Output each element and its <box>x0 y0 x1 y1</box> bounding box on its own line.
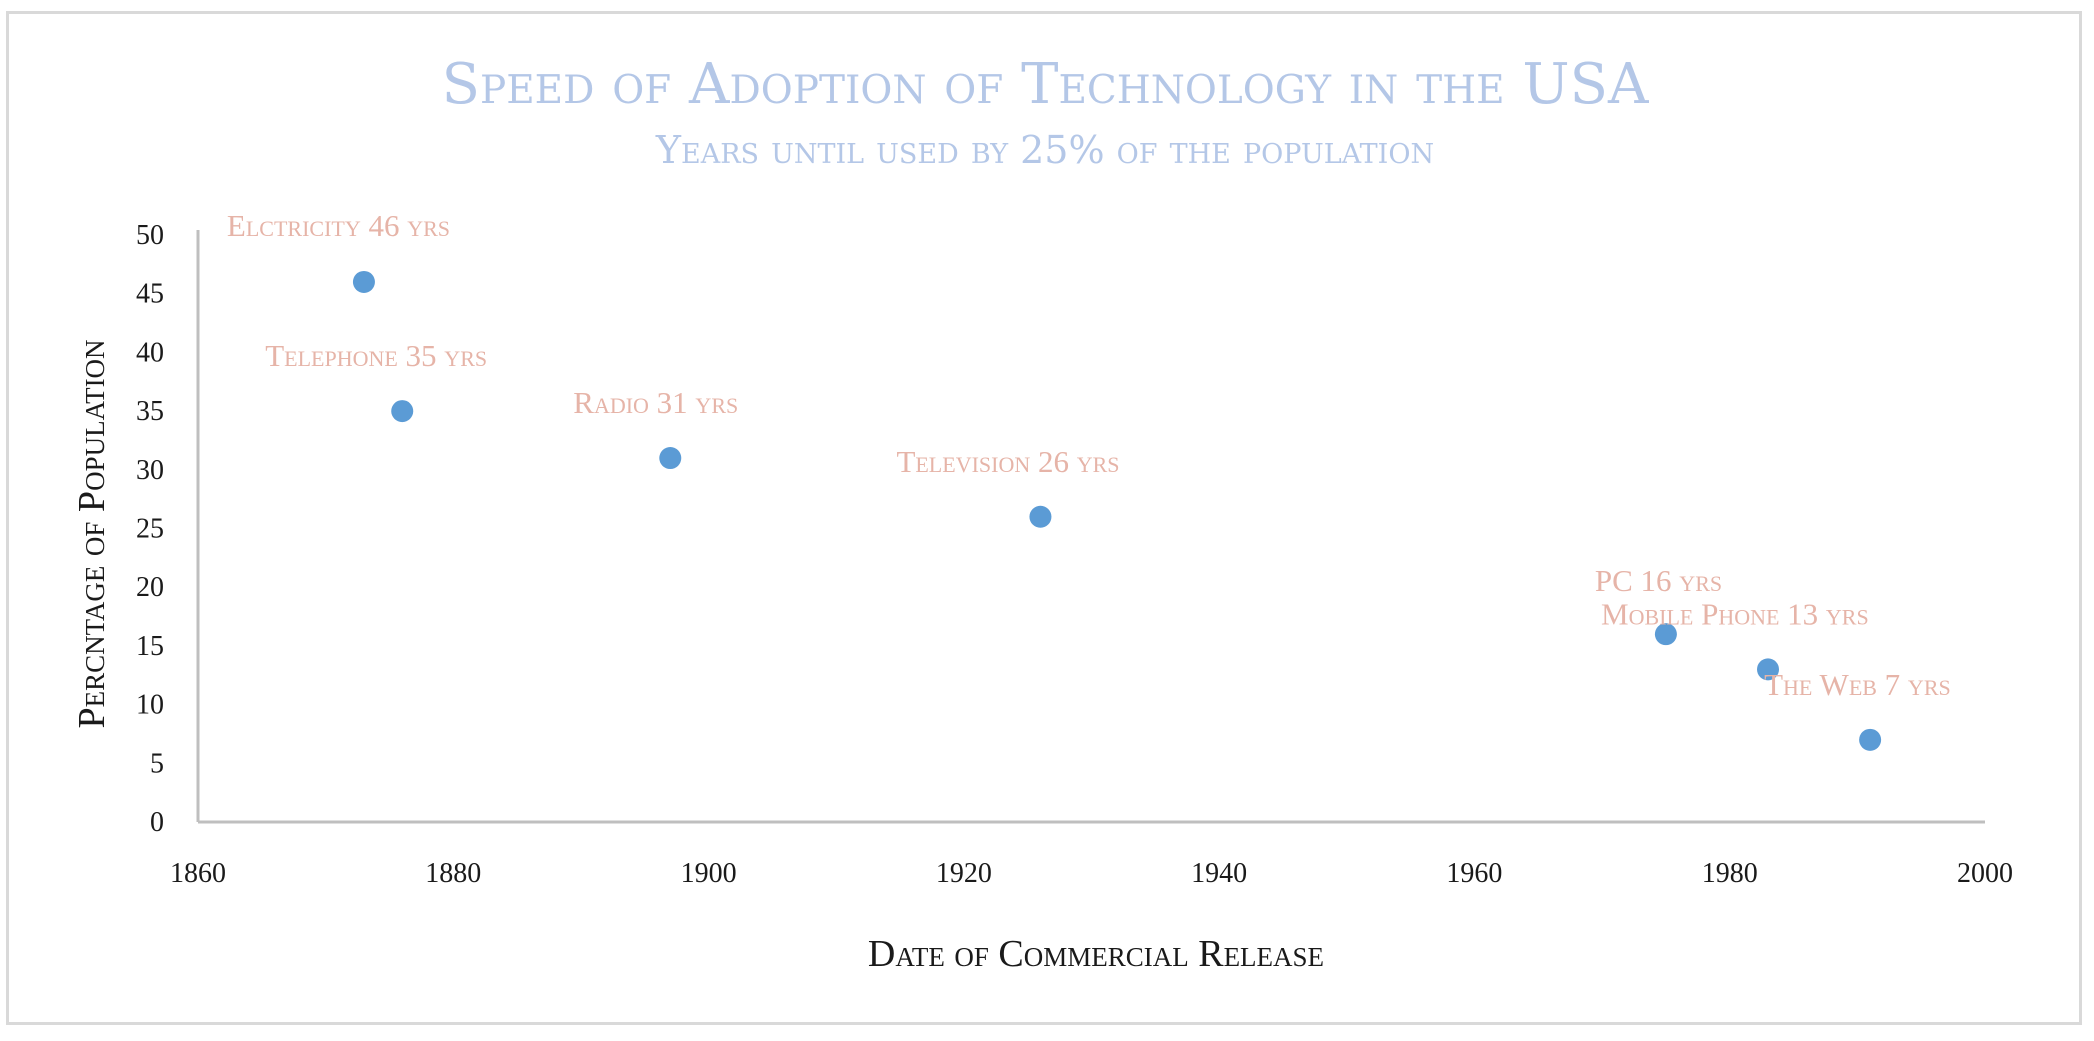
plot-area: 1860 1880 1900 1920 1940 1960 1980 2000 0 5 10 15 2… <box>136 208 2013 889</box>
data-label: Television 26 yrs <box>896 444 1119 479</box>
y-axis-title: Percntage of Population <box>71 339 113 728</box>
y-tick-label: 30 <box>136 455 164 486</box>
x-axis-title: Date of Commercial Release <box>868 933 1324 975</box>
x-tick-label: 1940 <box>1191 858 1247 889</box>
y-tick-label: 35 <box>136 396 164 427</box>
chart-title: Speed of Adoption of Technology in the U… <box>442 52 1649 117</box>
x-tick-label: 1860 <box>170 858 226 889</box>
data-point <box>1654 623 1677 646</box>
y-tick-label: 0 <box>150 807 164 838</box>
x-tick-label: 2000 <box>1957 858 2013 889</box>
y-tick-label: 10 <box>136 690 164 721</box>
y-tick-label: 15 <box>136 631 164 662</box>
x-tick-label: 1900 <box>681 858 737 889</box>
y-axis-ticks: 0 5 10 15 20 25 30 35 40 45 50 <box>136 220 164 838</box>
y-tick-label: 50 <box>136 220 164 251</box>
data-point <box>1757 658 1780 681</box>
x-tick-label: 1960 <box>1446 858 1502 889</box>
y-tick-label: 25 <box>136 514 164 545</box>
y-tick-label: 40 <box>136 337 164 368</box>
data-point <box>1859 728 1882 751</box>
data-label: The Web 7 yrs <box>1764 667 1951 702</box>
data-point <box>1029 505 1052 528</box>
x-tick-label: 1980 <box>1702 858 1758 889</box>
y-tick-label: 20 <box>136 572 164 603</box>
x-axis-ticks: 1860 1880 1900 1920 1940 1960 1980 2000 <box>170 858 2013 889</box>
data-point <box>659 447 682 470</box>
y-tick-label: 5 <box>150 748 164 779</box>
data-points <box>352 270 1882 751</box>
data-label: Telephone 35 yrs <box>265 338 487 373</box>
chart-subtitle: Years until used by 25% of the populatio… <box>655 128 1434 172</box>
x-tick-label: 1880 <box>425 858 481 889</box>
data-label: Elctricity 46 yrs <box>227 208 450 243</box>
data-labels: Elctricity 46 yrs Telephone 35 yrs Radio 3… <box>227 208 1951 702</box>
data-point <box>391 400 414 423</box>
data-label: PC 16 yrs <box>1595 563 1722 598</box>
data-point <box>352 270 375 293</box>
x-tick-label: 1920 <box>936 858 992 889</box>
data-label: Mobile Phone 13 yrs <box>1601 596 1869 631</box>
data-label: Radio 31 yrs <box>573 385 738 420</box>
y-tick-label: 45 <box>136 279 164 310</box>
